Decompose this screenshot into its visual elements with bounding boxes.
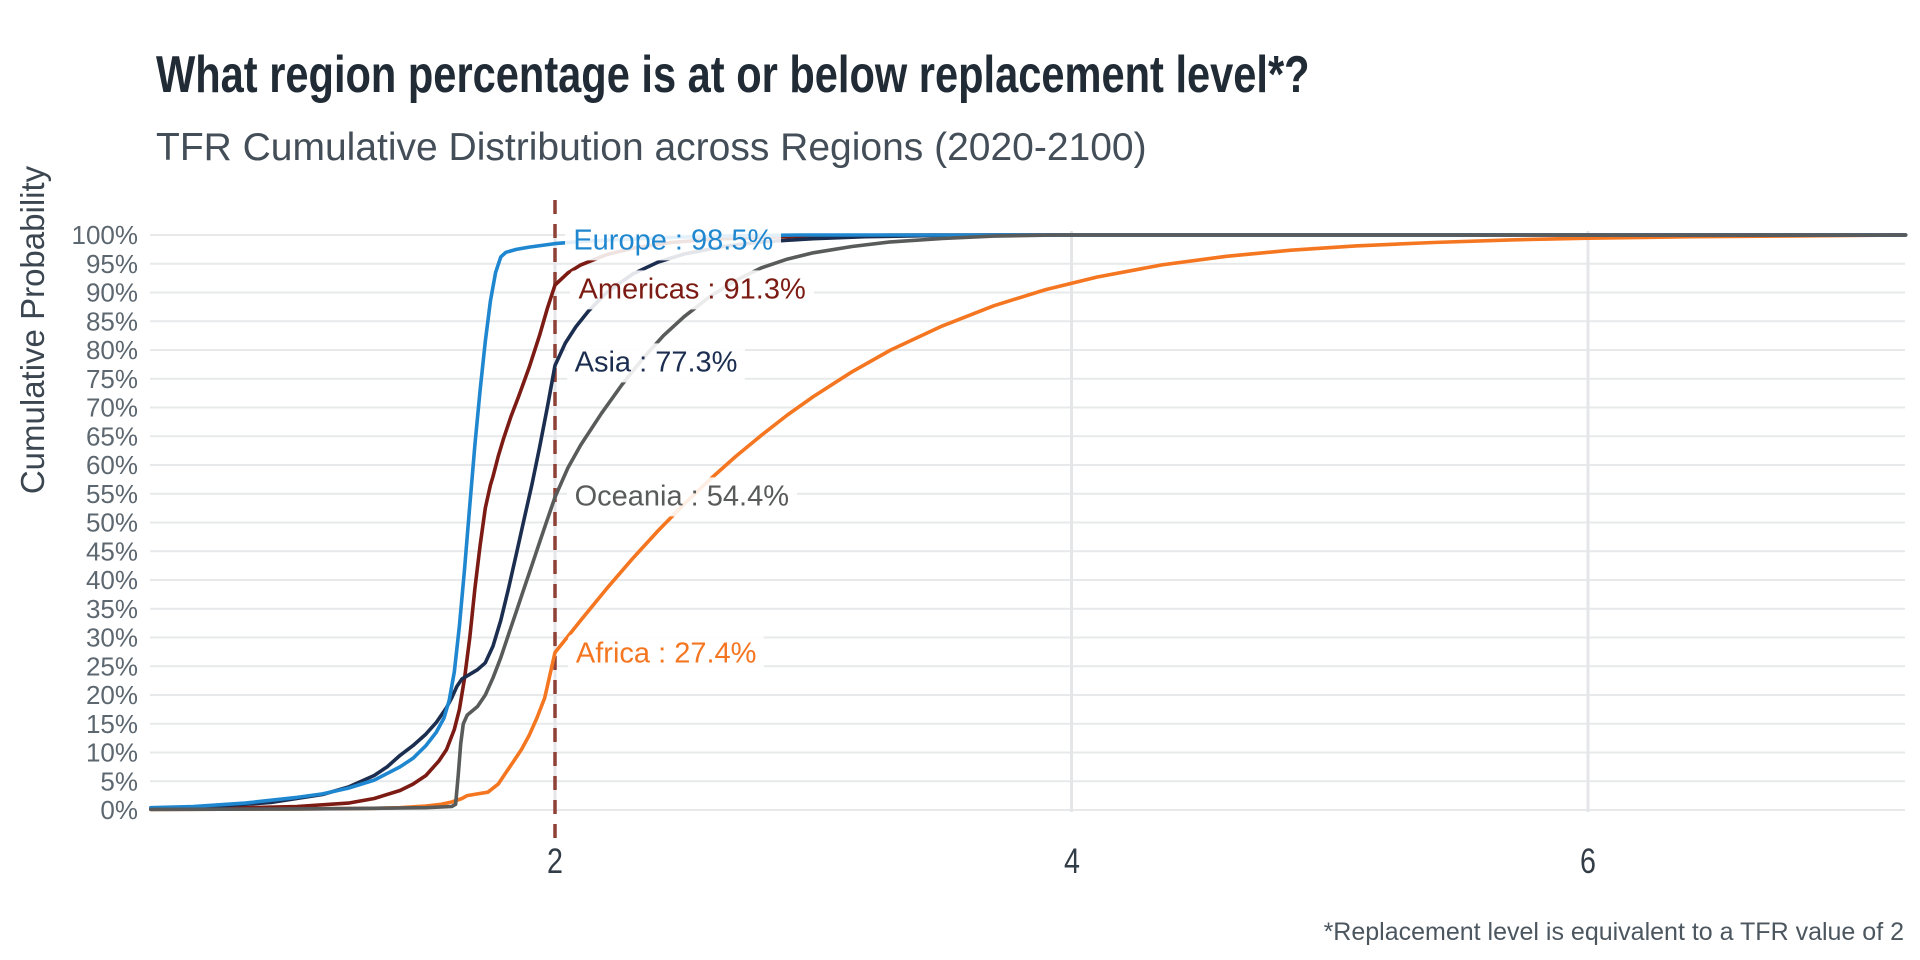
y-tick-label: 15% — [86, 709, 138, 739]
y-tick-label: 45% — [86, 536, 138, 566]
curve-label-asia: Asia : 77.3% — [566, 342, 746, 383]
y-tick-label: 65% — [86, 421, 138, 451]
y-tick-label: 50% — [86, 508, 138, 538]
curve-label-africa: Africa : 27.4% — [567, 633, 765, 674]
y-tick-label: 20% — [86, 680, 138, 710]
y-tick-label: 70% — [86, 393, 138, 423]
y-tick-label: 60% — [86, 450, 138, 480]
chart-title: What region percentage is at or below re… — [156, 46, 1310, 104]
curve-label-europe: Europe : 98.5% — [565, 221, 782, 261]
curve-label-oceania: Oceania : 54.4% — [566, 476, 798, 517]
footnote: *Replacement level is equivalent to a TF… — [1323, 918, 1904, 946]
y-tick-label: 35% — [86, 594, 138, 624]
y-tick-label: 25% — [86, 651, 138, 681]
y-tick-label: 100% — [72, 220, 139, 250]
y-tick-label: 5% — [100, 766, 138, 796]
x-tick-label: 2 — [547, 842, 563, 881]
y-axis-tick-labels: 0%5%10%15%20%25%30%35%40%45%50%55%60%65%… — [72, 220, 139, 825]
y-tick-label: 0% — [100, 795, 138, 825]
y-tick-label: 90% — [86, 278, 138, 308]
series-line-oceania — [149, 233, 1908, 812]
y-tick-label: 75% — [86, 364, 138, 394]
y-tick-label: 10% — [86, 738, 138, 768]
chart-subtitle: TFR Cumulative Distribution across Regio… — [156, 126, 1147, 169]
y-tick-label: 55% — [86, 479, 138, 509]
gridlines — [150, 231, 1905, 812]
y-tick-label: 30% — [86, 623, 138, 653]
y-tick-label: 40% — [86, 565, 138, 595]
y-tick-label: 85% — [86, 306, 138, 336]
x-tick-label: 4 — [1063, 842, 1080, 881]
curve-label-americas: Americas : 91.3% — [570, 269, 814, 310]
x-tick-label: 6 — [1580, 842, 1596, 881]
series-line-africa — [149, 233, 1908, 812]
y-tick-label: 95% — [86, 249, 138, 279]
y-tick-label: 80% — [86, 335, 138, 365]
